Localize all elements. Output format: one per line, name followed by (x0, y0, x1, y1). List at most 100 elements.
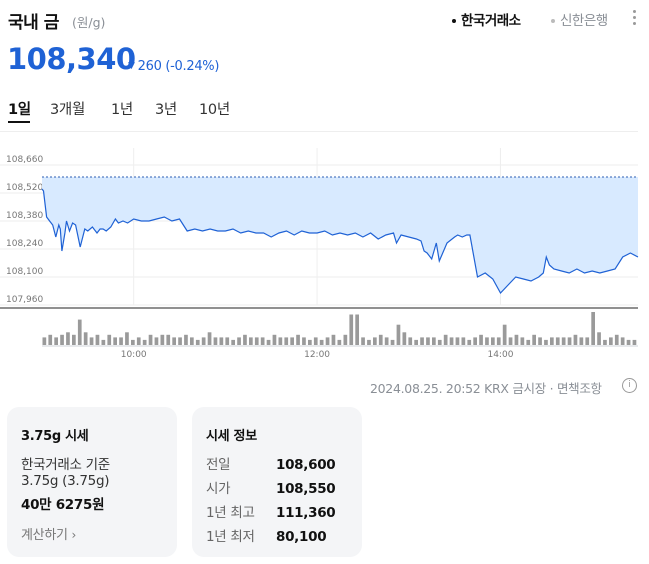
volume-bar (48, 334, 53, 345)
volume-bar (302, 337, 306, 345)
info-row-prev: 전일 108,600 (206, 453, 336, 473)
tab-1d[interactable]: 1일 (8, 102, 31, 118)
volume-bar (514, 334, 519, 345)
card-info-title: 시세 정보 (206, 429, 257, 444)
volume-bar (260, 337, 265, 345)
price-chart[interactable]: 108,660 108,520 108,380 108,240 108,100 107,9… (0, 140, 649, 365)
updated-timestamp[interactable]: 2024.08.25. 20:52 KRX 금시장 · 면책조항 (370, 381, 602, 396)
volume-bar (83, 332, 88, 345)
volume-bar (77, 319, 82, 345)
y-tick-label: 108,100 (6, 267, 43, 277)
volume-bar (266, 339, 271, 345)
volume-bar (496, 337, 501, 345)
price-change: ▼ 260 (-0.24%) (128, 59, 219, 74)
volume-bar (585, 337, 590, 345)
volume-bars (42, 312, 637, 345)
volume-bar (213, 337, 218, 345)
source-option-shinhan[interactable]: 신한은행 (551, 9, 608, 29)
volume-bar (125, 332, 129, 345)
info-row-1y-low: 1년 최저 80,100 (206, 525, 327, 545)
volume-bar (225, 337, 230, 345)
unselected-dot-icon (551, 19, 555, 23)
volume-bar (136, 337, 141, 345)
volume-bar (272, 334, 277, 345)
volume-bar (426, 337, 430, 345)
card-375g-basis: 한국거래소 기준 (21, 457, 110, 473)
volume-bar (449, 337, 454, 345)
price-line (41, 188, 639, 295)
selected-dot-icon (452, 19, 456, 23)
volume-bar (603, 339, 607, 345)
volume-bar (579, 337, 584, 345)
volume-bar (243, 334, 247, 345)
calculate-label: 계산하기 (21, 528, 68, 543)
volume-bar (367, 339, 371, 345)
change-percent: (-0.24%) (165, 59, 220, 74)
volume-bar (526, 339, 531, 345)
volume-bar (473, 337, 477, 345)
info-row-open: 시가 108,550 (206, 477, 336, 497)
volume-bar (432, 337, 436, 345)
tab-1y[interactable]: 1년 (111, 102, 133, 118)
page-title: 국내 금 (8, 13, 59, 33)
volume-bar (461, 337, 466, 345)
y-axis-labels: 108,660 108,520 108,380 108,240 108,100 107,9… (6, 155, 43, 305)
volume-bar (219, 337, 224, 345)
tab-3m[interactable]: 3개월 (50, 102, 86, 118)
volume-bar (313, 337, 318, 345)
volume-bar (278, 337, 283, 345)
volume-bar (632, 339, 637, 345)
volume-bar (131, 339, 135, 345)
chevron-right-icon: › (71, 528, 76, 542)
volume-bar (113, 337, 117, 345)
volume-bar (119, 337, 123, 345)
volume-bar (538, 337, 542, 345)
tab-3y[interactable]: 3년 (155, 102, 177, 118)
volume-bar (54, 337, 58, 345)
volume-bar (378, 334, 383, 345)
volume-bar (390, 339, 395, 345)
volume-bar (455, 337, 460, 345)
volume-bar (561, 337, 566, 345)
volume-bar (502, 324, 507, 345)
volume-bar (626, 339, 631, 345)
info-row-value: 108,600 (276, 457, 336, 473)
volume-bar (597, 332, 601, 345)
x-tick-label: 14:00 (487, 350, 513, 360)
down-triangle-icon: ▼ (128, 61, 135, 71)
tab-underline (8, 121, 30, 123)
tab-10y[interactable]: 10년 (199, 102, 230, 118)
volume-bar (361, 337, 365, 345)
source-option-krx[interactable]: 한국거래소 (452, 9, 521, 29)
info-row-label: 전일 (206, 457, 231, 473)
volume-bar (414, 339, 418, 345)
volume-bar (207, 332, 212, 345)
volume-bar (325, 337, 330, 345)
current-price: 108,340 (7, 42, 136, 76)
volume-bar (532, 334, 536, 345)
volume-bar (142, 339, 147, 345)
volume-bar (620, 337, 625, 345)
more-options-icon[interactable] (632, 10, 638, 28)
volume-bar (437, 339, 442, 345)
info-row-value: 111,360 (276, 505, 336, 521)
info-row-label: 1년 최저 (206, 529, 255, 545)
info-icon[interactable]: i (622, 378, 637, 393)
volume-bar (160, 334, 165, 345)
volume-bar (184, 334, 188, 345)
volume-bar (491, 337, 495, 345)
y-tick-label: 108,660 (6, 155, 43, 165)
card-375g-weight: 3.75g (3.75g) (21, 473, 110, 489)
volume-bar (284, 337, 289, 345)
volume-bar (331, 334, 336, 345)
volume-bar (237, 337, 241, 345)
volume-bar (148, 334, 153, 345)
x-axis-labels: 10:00 12:00 14:00 (121, 350, 514, 360)
change-amount: 260 (137, 59, 162, 74)
card-price-info: 시세 정보 전일 108,600 시가 108,550 1년 최고 111,360 1… (192, 407, 362, 557)
calculate-button[interactable]: 계산하기 › (21, 524, 76, 543)
volume-bar (190, 337, 194, 345)
volume-bar (396, 324, 401, 345)
tab-divider (0, 131, 638, 132)
volume-bar (555, 337, 560, 345)
